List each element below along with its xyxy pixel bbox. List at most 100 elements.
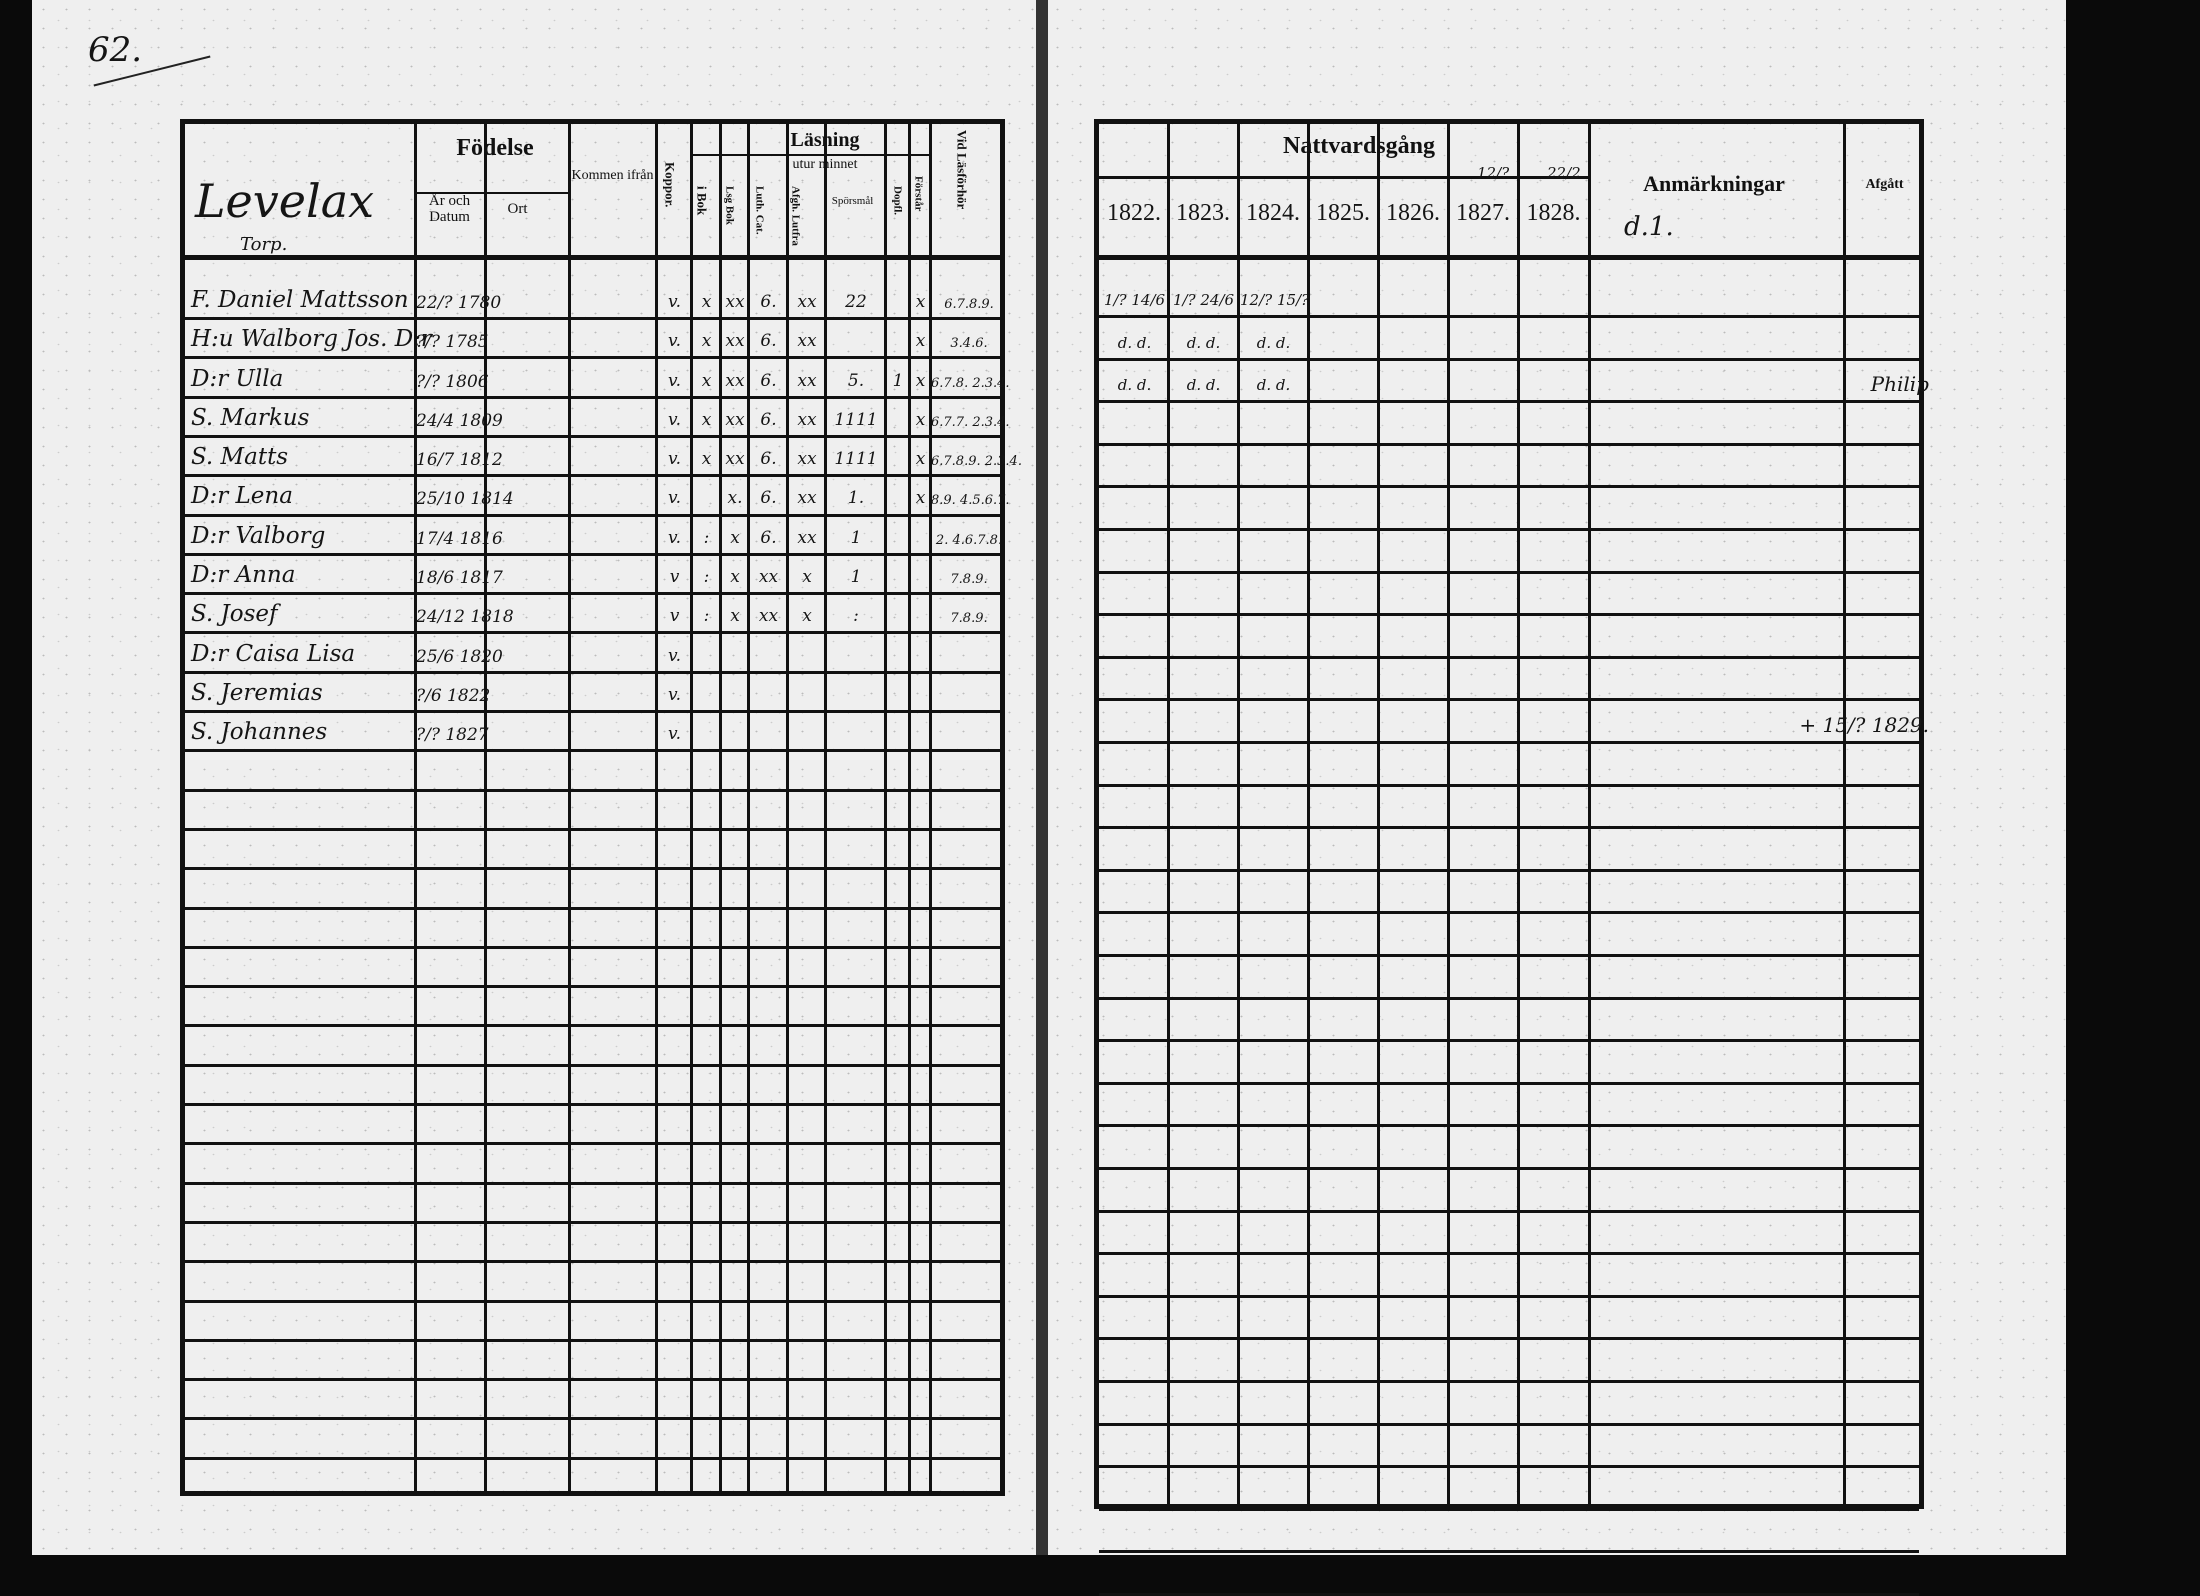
column-divider	[786, 124, 789, 1491]
reading-mark-forst: x	[915, 292, 926, 312]
birth-date: 16/7 1812	[416, 450, 503, 471]
table-row	[1099, 400, 1919, 443]
book-gutter	[1036, 0, 1048, 1555]
table-row: D:r Anna 18/6 1817 v: x xx x 1 7.8.9.	[185, 553, 1000, 592]
header-kommen: Kommen ifrån	[571, 168, 654, 183]
birth-date: ?/? 1827	[416, 725, 489, 746]
communion-mark: d. d.	[1256, 333, 1291, 352]
reading-mark-spor: 1111	[834, 409, 878, 430]
column-divider	[1447, 124, 1450, 1504]
row-divider	[1099, 400, 1919, 404]
reading-mark-bok: x	[701, 331, 712, 352]
reading-mark-vid: 7.8.9.	[950, 611, 988, 627]
reading-mark-forst: x	[915, 409, 926, 430]
row-divider	[1099, 1039, 1919, 1043]
reading-mark-bok: x	[701, 409, 712, 430]
row-divider	[185, 749, 1000, 753]
reading-mark-vid: 6.7.8.9.	[944, 297, 994, 312]
row-divider	[1099, 442, 1919, 446]
reading-mark-lsg: x	[730, 606, 740, 627]
reading-mark-afgh: x	[802, 606, 812, 627]
reading-mark-cat: xx	[758, 606, 779, 627]
reading-mark-spor: 1.	[847, 488, 865, 509]
reading-mark-bok: :	[703, 606, 710, 627]
reading-mark-forst: x	[915, 488, 926, 509]
reading-mark-cat: 6.	[760, 527, 777, 548]
reading-mark-cat: 6.	[760, 331, 777, 352]
row-divider	[185, 552, 1000, 556]
column-divider	[908, 124, 911, 1491]
person-name: D:r Caisa Lisa	[191, 640, 356, 667]
birth-date: 22/? 1780	[416, 293, 502, 313]
communion-table: Nattvardsgång Anmärkningar d.1. Afgått 1…	[1094, 119, 1929, 1596]
reading-mark-koppor: v.	[668, 527, 681, 548]
reading-mark-vid: 6.7.7. 2.3.4.	[931, 414, 1010, 430]
reading-mark-cat: 6.	[760, 409, 777, 430]
row-divider	[1099, 1507, 1919, 1511]
person-name: F. Daniel Mattsson	[191, 287, 409, 313]
person-name: S. Josef	[191, 601, 278, 628]
person-name: D:r Anna	[191, 562, 296, 589]
header-afgh: Afgh. Lutfra	[789, 186, 802, 246]
header-lsg-bok: Lsg Bok	[723, 186, 736, 225]
reading-mark-afgh: xx	[797, 292, 817, 312]
reading-mark-spor: 1	[850, 527, 862, 548]
column-divider	[1377, 124, 1380, 1504]
reading-mark-cat: xx	[758, 567, 779, 588]
reading-mark-koppor: v.	[668, 292, 681, 312]
reading-mark-spor: 1111	[834, 449, 878, 470]
reading-mark-bok: x	[701, 292, 712, 312]
row-divider	[185, 356, 1000, 360]
person-name: S. Matts	[191, 444, 289, 471]
row-divider	[185, 631, 1000, 635]
person-name: H:u Walborg Jos. D:r	[191, 326, 432, 353]
reading-mark-spor: 5.	[847, 370, 865, 391]
table-row: S. Josef 24/12 1818 v: x xx x:7.8.9.	[185, 592, 1000, 631]
table-row	[1099, 443, 1919, 486]
reading-mark-cat: 6.	[760, 370, 777, 391]
table-row: H:u Walborg Jos. D:r ?/? 1785 v. x xx 6. xx x 3.…	[185, 317, 1000, 356]
reading-mark-lsg: xx	[725, 449, 745, 470]
table-row	[1099, 528, 1919, 571]
table-row: S. Matts 16/7 1812 v. x xx 6. xx 1111 x 6.7.8.9. …	[185, 435, 1022, 474]
column-divider	[929, 124, 932, 1491]
row-divider	[185, 945, 1000, 949]
row-divider	[1099, 1337, 1919, 1341]
column-divider	[747, 124, 750, 1491]
row-divider	[1099, 911, 1919, 915]
reading-mark-vid: 2. 4.6.7.8.	[935, 532, 1003, 548]
village-subtitle: Torp.	[240, 234, 288, 255]
row-divider	[185, 1260, 1000, 1264]
reading-mark-forst: x	[915, 370, 926, 391]
reading-mark-spor: 1	[850, 567, 862, 588]
row-divider	[185, 1103, 1000, 1106]
header-anmarkningar: Anmärkningar	[1643, 171, 1785, 196]
column-divider	[1843, 124, 1846, 1504]
header-koppor: Koppor.	[662, 162, 678, 208]
person-name: D:r Lena	[191, 483, 293, 510]
table-row: D:r Valborg 17/4 1816 v.: x 6. xx 1 2. 4.6.7.8.	[185, 514, 1002, 553]
reading-mark-afgh: xx	[797, 370, 817, 391]
reading-mark-koppor: v.	[668, 645, 681, 666]
birth-date: ?/? 1806	[416, 371, 489, 392]
reading-mark-cat: 6.	[760, 292, 777, 312]
row-divider	[1099, 1550, 1919, 1554]
birth-date: ?/6 1822	[416, 685, 491, 706]
row-divider	[1099, 485, 1919, 489]
reading-mark-koppor: v.	[668, 370, 681, 391]
header-ar-datum: År och Datum	[428, 193, 471, 225]
communion-mark: d. d.	[1186, 376, 1221, 395]
column-divider	[884, 124, 887, 1491]
row-divider	[185, 1024, 1000, 1028]
birth-date: 25/6 1820	[416, 646, 503, 667]
row-divider	[1099, 1124, 1919, 1128]
reading-mark-vid: 6.7.8.9. 2.3.4.	[931, 454, 1022, 470]
reading-mark-lsg: xx	[725, 331, 745, 352]
row-divider	[185, 827, 1000, 831]
reading-mark-lsg: xx	[725, 370, 745, 391]
table-row	[1099, 571, 1919, 614]
person-name: D:r Valborg	[191, 522, 326, 549]
birth-date: 17/4 1816	[416, 528, 503, 549]
communion-mark: d. d.	[1256, 376, 1291, 395]
column-divider	[1517, 124, 1520, 1504]
